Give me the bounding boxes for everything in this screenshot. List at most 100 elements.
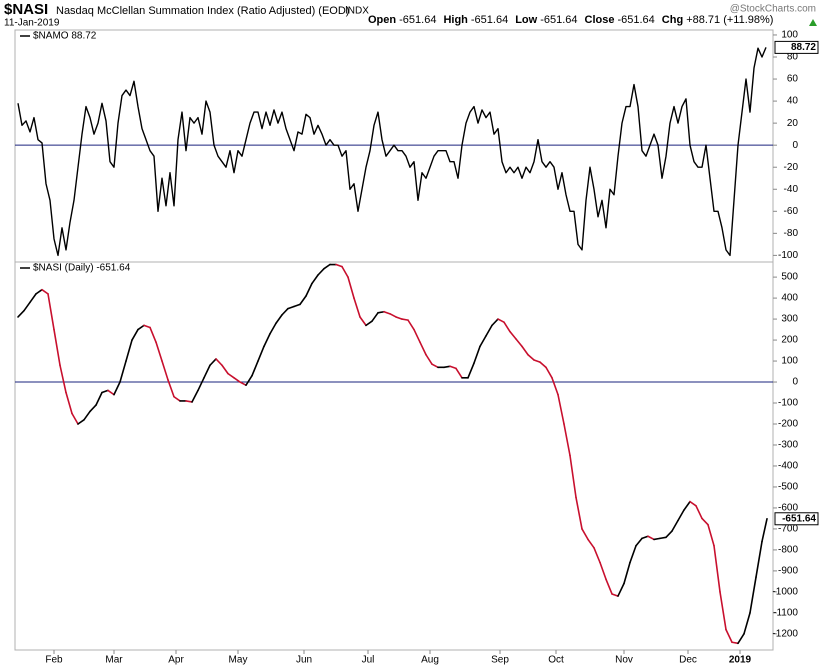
line-segment [191, 389, 199, 403]
quote-value: -651.64 [399, 14, 436, 26]
line-segment [413, 328, 421, 343]
last-value-box [774, 40, 819, 54]
y-tick-label: 500 [781, 272, 798, 283]
line-segment [65, 391, 73, 415]
line-segment [227, 372, 235, 379]
line-segment [47, 293, 55, 331]
line-segment [455, 367, 463, 379]
line-segment [497, 318, 505, 324]
symbol: $NASI [4, 1, 48, 18]
x-tick-label: Oct [548, 655, 564, 666]
line-segment [197, 377, 205, 392]
line-segment [143, 324, 151, 329]
line-segment [581, 528, 589, 541]
line-segment [101, 389, 109, 394]
line-segment [431, 363, 439, 369]
line-segment [371, 311, 379, 322]
line-segment [695, 505, 703, 520]
line-segment [209, 358, 217, 367]
line-segment [323, 263, 331, 270]
line-segment [689, 500, 697, 507]
y-tick-label: -100 [778, 250, 798, 261]
y-tick-label: -1000 [772, 587, 798, 598]
line-segment [161, 360, 169, 381]
y-tick-label: 60 [787, 74, 799, 85]
line-segment [383, 310, 391, 315]
x-tick-label: Nov [615, 655, 633, 666]
line-segment [59, 364, 67, 394]
x-tick-label: Feb [45, 655, 63, 666]
quote-label: High [443, 14, 468, 26]
line-segment [311, 274, 319, 285]
line-segment [407, 319, 415, 331]
y-tick-label: -20 [784, 162, 799, 173]
line-segment [377, 310, 385, 314]
line-segment [401, 318, 409, 321]
line-segment [89, 404, 97, 413]
line-segment [119, 360, 127, 383]
line-segment [299, 295, 307, 306]
line-segment [641, 535, 649, 540]
y-tick-label: -900 [778, 566, 798, 577]
y-tick-label: 0 [792, 377, 798, 388]
line-segment [737, 633, 745, 645]
legend-label: $NAMO 88.72 [33, 31, 97, 42]
line-segment [617, 582, 625, 597]
line-segment [29, 293, 37, 304]
y-tick-label: 300 [781, 314, 798, 325]
line-segment [347, 276, 355, 299]
line-segment [563, 423, 571, 457]
line-segment [419, 341, 427, 356]
line-segment [503, 321, 511, 333]
line-segment [473, 345, 481, 364]
line-segment [113, 381, 121, 396]
line-segment [485, 324, 493, 337]
line-segment [17, 309, 25, 318]
quote-label: Chg [662, 14, 683, 26]
line-segment [281, 307, 289, 316]
line-segment [749, 576, 757, 614]
line-segment [425, 353, 433, 365]
y-tick-label: 80 [787, 52, 799, 63]
x-tick-label: Aug [421, 655, 439, 666]
y-tick-label: -600 [778, 503, 798, 514]
quote-label: Open [368, 14, 396, 26]
y-tick-label: -300 [778, 440, 798, 451]
y-tick-label: 100 [781, 30, 798, 41]
y-tick-label: -100 [778, 398, 798, 409]
line-segment [443, 365, 451, 369]
line-segment [239, 381, 247, 386]
line-segment [479, 335, 487, 348]
x-tick-label: May [229, 655, 248, 666]
x-tick-label: 2019 [729, 655, 752, 666]
line-segment [557, 393, 565, 425]
line-segment [551, 377, 559, 396]
line-segment [653, 537, 661, 541]
legend-label: $NASI (Daily) -651.64 [33, 263, 131, 274]
line-segment [263, 332, 271, 348]
line-segment [125, 339, 133, 362]
y-tick-label: -800 [778, 545, 798, 556]
line-segment [725, 628, 733, 644]
line-segment [359, 316, 367, 327]
line-segment [107, 389, 115, 396]
panel-frame [14, 261, 774, 651]
line-segment [341, 265, 349, 278]
line-segment [707, 523, 715, 547]
y-tick-label: -1100 [773, 607, 798, 618]
x-tick-label: Dec [679, 655, 697, 666]
x-tick-label: Jul [362, 655, 375, 666]
line-segment [515, 338, 523, 348]
line-segment [491, 318, 499, 327]
line-segment [185, 400, 193, 403]
quote-value: +88.71 (+11.98%) [686, 14, 773, 26]
line-segment [533, 359, 541, 363]
line-segment [167, 379, 175, 398]
line-segment [287, 305, 295, 310]
line-segment [629, 544, 637, 564]
date: 11-Jan-2019 [4, 18, 60, 29]
line-segment [305, 282, 313, 297]
line-segment [509, 330, 517, 340]
line-segment [731, 641, 739, 645]
y-tick-label: -60 [784, 206, 799, 217]
